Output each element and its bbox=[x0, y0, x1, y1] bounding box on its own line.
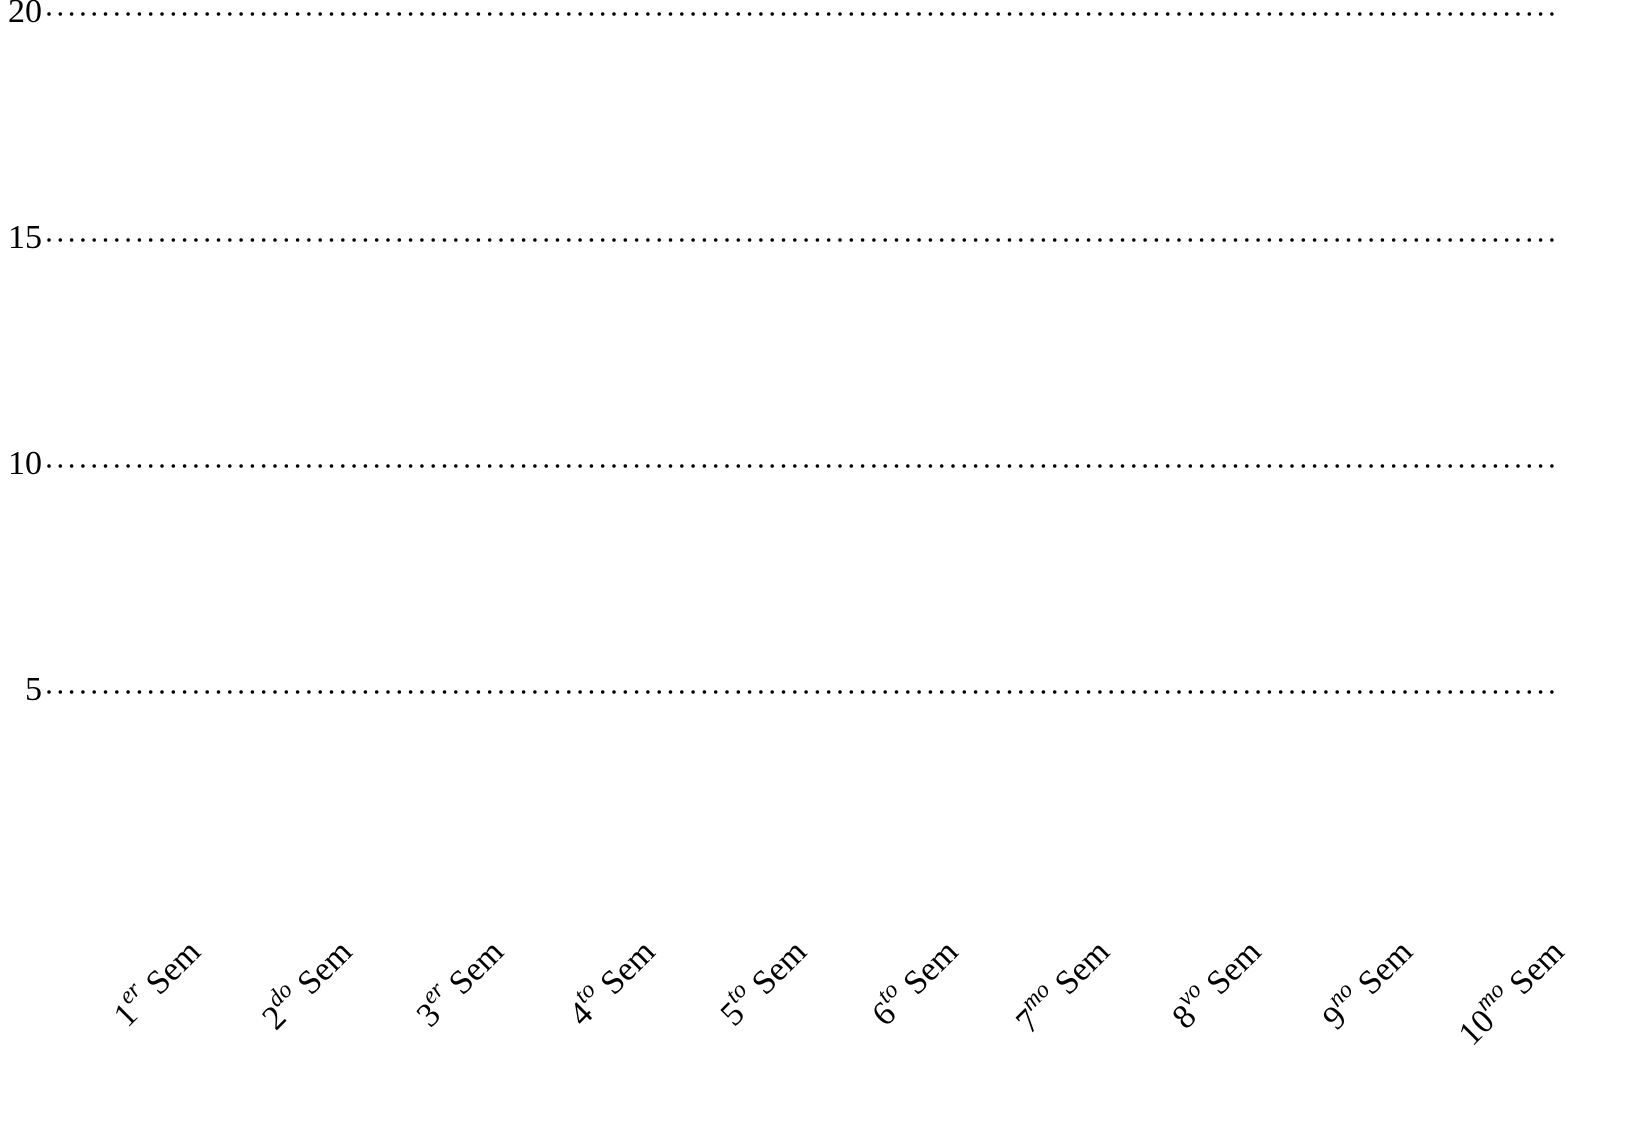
y-tick-label: 20 bbox=[8, 0, 42, 30]
x-tick-label: 3er Sem bbox=[404, 928, 510, 1034]
x-tick-label: 4to Sem bbox=[557, 928, 662, 1033]
y-tick-label: 10 bbox=[8, 445, 42, 482]
x-tick-label: 10mo Sem bbox=[1446, 928, 1571, 1053]
x-tick-label: 1er Sem bbox=[101, 928, 207, 1034]
x-tick-label: 8vo Sem bbox=[1160, 928, 1268, 1036]
x-tick-label: 2do Sem bbox=[250, 928, 359, 1037]
y-tick-label: 5 bbox=[25, 671, 42, 708]
x-tick-label: 6to Sem bbox=[860, 928, 965, 1033]
x-tick-label: 9no Sem bbox=[1311, 928, 1420, 1037]
x-tick-label: 5to Sem bbox=[708, 928, 813, 1033]
x-tick-label: 7mo Sem bbox=[1004, 928, 1117, 1041]
y-tick-label: 15 bbox=[8, 219, 42, 256]
